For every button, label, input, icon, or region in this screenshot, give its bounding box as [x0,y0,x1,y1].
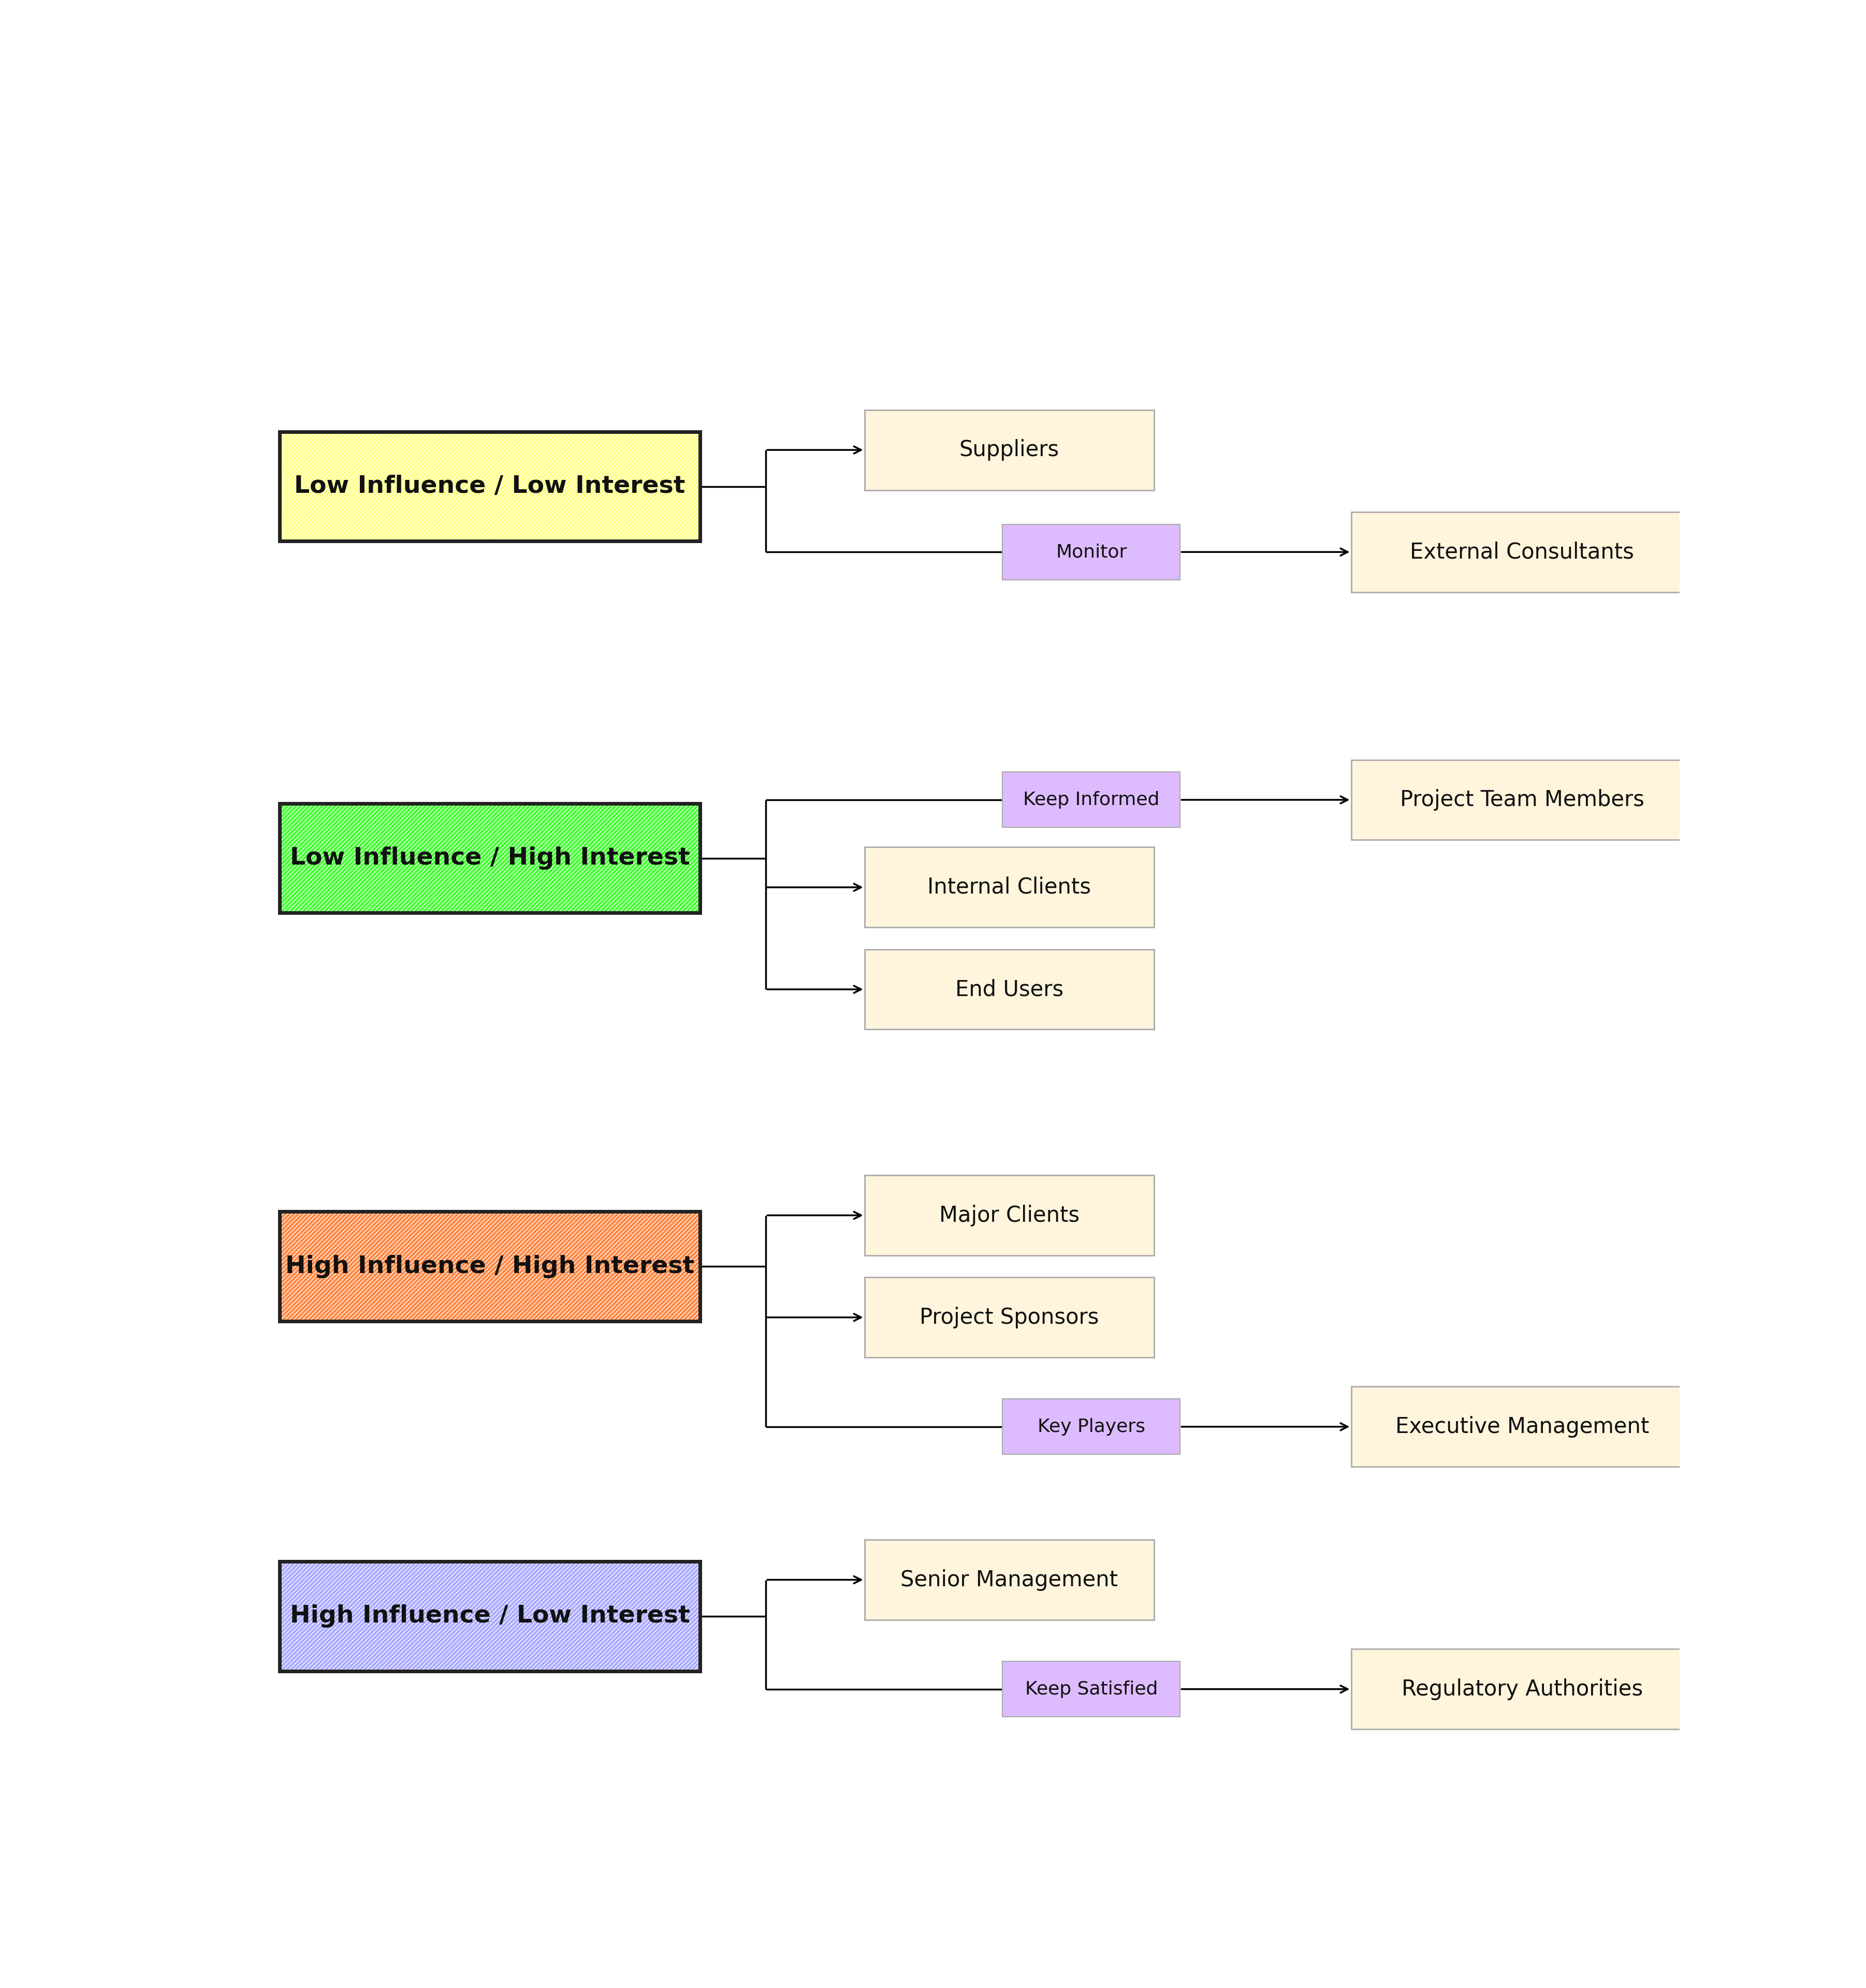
Bar [280,431,700,541]
Bar [280,803,700,912]
Bar [280,1563,700,1670]
Text: High Influence / High Interest: High Influence / High Interest [285,1254,694,1278]
Bar [280,803,700,912]
Text: External Consultants: External Consultants [1409,541,1633,563]
Text: Low Influence / Low Interest: Low Influence / Low Interest [295,475,685,499]
Bar [864,847,1153,928]
Text: Low Influence / High Interest: Low Influence / High Interest [289,847,690,871]
Bar [1002,525,1179,580]
Bar [1351,759,1692,839]
Text: End Users: End Users [955,978,1064,1000]
Bar [280,803,700,912]
Bar [1002,1400,1179,1455]
Text: Project Sponsors: Project Sponsors [920,1306,1099,1328]
Bar [864,1278,1153,1358]
Text: Executive Management: Executive Management [1394,1415,1648,1437]
Bar [864,1175,1153,1256]
Text: Key Players: Key Players [1037,1417,1146,1435]
Bar [1351,1388,1692,1467]
Text: Internal Clients: Internal Clients [927,877,1092,899]
Text: Suppliers: Suppliers [959,439,1058,461]
Bar [1002,771,1179,827]
Bar [1002,1662,1179,1718]
Text: Monitor: Monitor [1056,543,1127,561]
Bar [1351,513,1692,592]
Bar [280,431,700,541]
Text: Keep Informed: Keep Informed [1023,791,1159,809]
Text: Project Team Members: Project Team Members [1400,789,1644,811]
Text: High Influence / Low Interest: High Influence / Low Interest [289,1604,690,1628]
Text: Senior Management: Senior Management [899,1569,1118,1590]
Bar [280,1211,700,1322]
Bar [1351,1650,1692,1730]
Bar [864,950,1153,1030]
Bar [280,1211,700,1322]
Text: Keep Satisfied: Keep Satisfied [1024,1680,1157,1698]
Bar [280,1563,700,1670]
Text: Regulatory Authorities: Regulatory Authorities [1401,1678,1642,1700]
Bar [280,1211,700,1322]
Bar [280,431,700,541]
Text: Major Clients: Major Clients [939,1205,1079,1227]
Bar [864,410,1153,489]
Bar [864,1539,1153,1620]
Bar [280,1563,700,1670]
